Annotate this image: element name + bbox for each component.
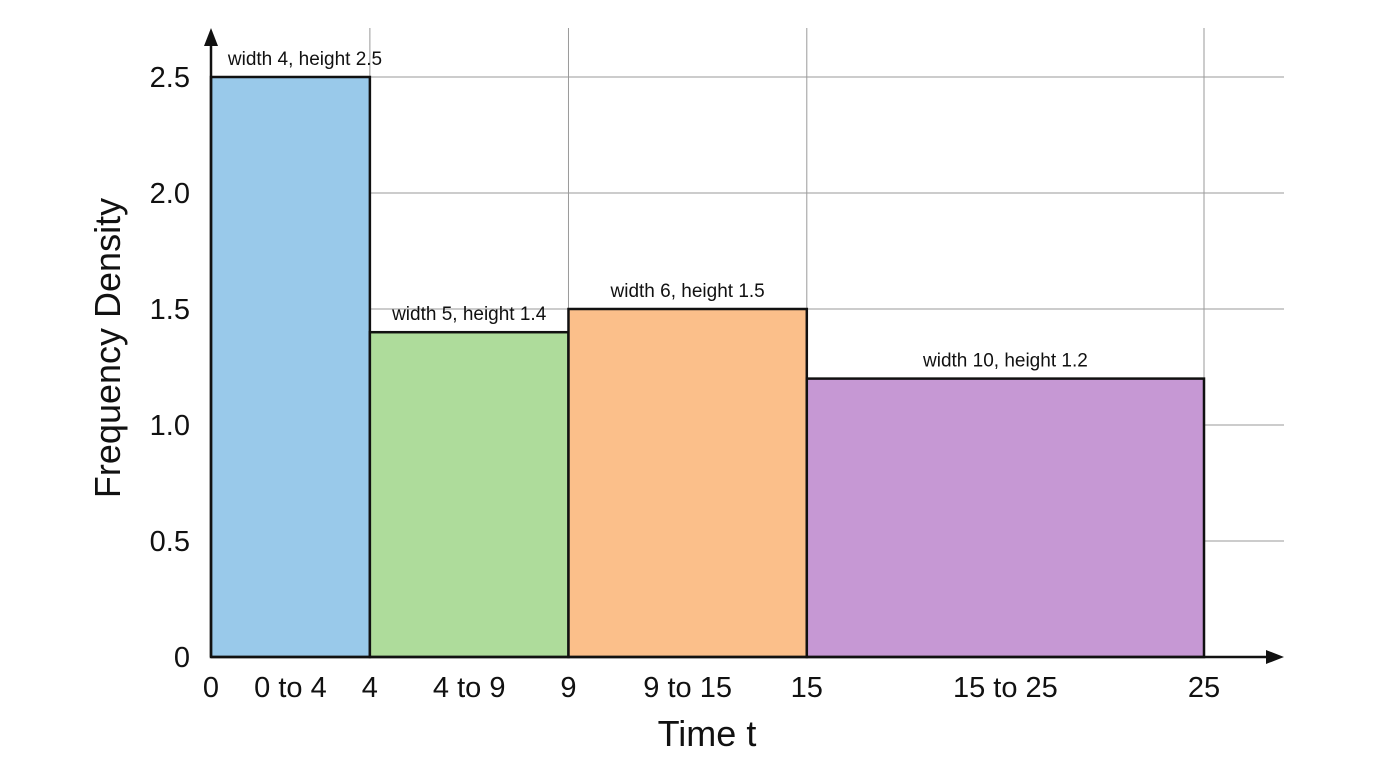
bar-data-label: width 5, height 1.4 bbox=[391, 304, 547, 325]
x-axis-arrow bbox=[1266, 650, 1284, 664]
x-tick-label: 25 bbox=[1188, 672, 1220, 704]
x-axis-title: Time t bbox=[658, 713, 757, 754]
y-tick-label: 1.5 bbox=[150, 294, 190, 326]
y-axis-arrow bbox=[204, 28, 218, 46]
x-tick-label: 9 bbox=[560, 672, 576, 704]
bar-data-label: width 10, height 1.2 bbox=[922, 351, 1088, 372]
y-tick-label: 0 bbox=[174, 642, 190, 674]
histogram-bar bbox=[209, 75, 372, 659]
x-tick-label: 15 bbox=[791, 672, 823, 704]
y-axis-title: Frequency Density bbox=[87, 198, 128, 498]
bar-range-label: 15 to 25 bbox=[953, 672, 1058, 704]
bar-data-label: width 4, height 2.5 bbox=[227, 49, 382, 70]
bar-range-label: 9 to 15 bbox=[643, 672, 732, 704]
bars bbox=[209, 75, 1206, 659]
x-tick-label: 4 bbox=[362, 672, 378, 704]
bar-range-label: 0 to 4 bbox=[254, 672, 327, 704]
bar-data-label: width 6, height 1.5 bbox=[610, 281, 765, 302]
y-tick-label: 2.0 bbox=[150, 178, 190, 210]
histogram-bar bbox=[805, 377, 1206, 659]
tick-labels: 0 0.5 1.0 1.5 2.0 2.5 0 4 9 15 25 bbox=[150, 62, 1220, 704]
y-tick-label: 1.0 bbox=[150, 410, 190, 442]
y-tick-label: 0.5 bbox=[150, 526, 190, 558]
y-tick-label: 2.5 bbox=[150, 62, 190, 94]
bar-range-label: 4 to 9 bbox=[433, 672, 506, 704]
histogram-bar bbox=[368, 330, 570, 659]
histogram-bar bbox=[567, 307, 809, 659]
axes bbox=[204, 28, 1284, 664]
bar-labels: width 4, height 2.5 0 to 4 width 5, height… bbox=[227, 49, 1088, 704]
x-tick-label: 0 bbox=[203, 672, 219, 704]
